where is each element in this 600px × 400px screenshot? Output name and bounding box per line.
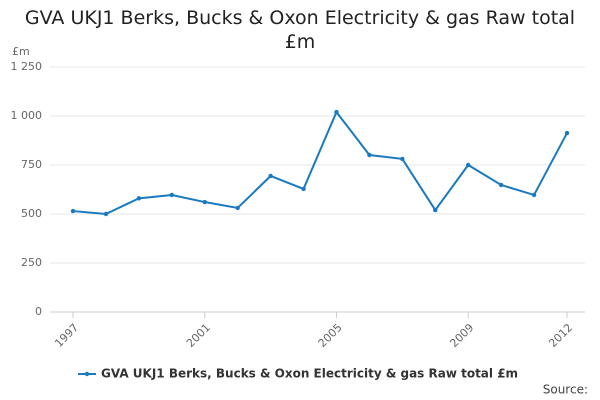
point [202,199,207,205]
point [103,211,109,217]
point [334,109,339,115]
x-tick-label: 2009 [447,321,476,350]
point [564,130,570,136]
y-tick-label: 1 250 [11,60,43,73]
legend-label: GVA UKJ1 Berks, Bucks & Oxon Electricity… [101,367,518,381]
point [367,152,372,158]
point [466,162,471,168]
chart-title: GVA UKJ1 Berks, Bucks & Oxon Electricity… [24,7,576,53]
line [72,110,568,216]
point [400,156,405,162]
x-tick-label: 2012 [546,321,575,350]
y-tick-label: 1 000 [11,109,43,122]
y-tick-label: 0 [35,305,42,318]
legend-marker [84,371,90,377]
y-axis-label: £m [12,45,30,58]
source: Source: [543,383,588,397]
point [136,196,142,201]
x-tick-label: 2005 [316,321,345,350]
y-tick-label: 500 [21,207,42,220]
point [301,186,306,192]
point [498,182,504,188]
x-tick-label: 2001 [184,321,213,350]
y-tick-label: 250 [21,256,42,269]
point [235,205,240,211]
point [531,192,537,198]
point [70,208,76,214]
point [268,173,273,179]
point [169,192,174,198]
y-tick-label: 750 [21,158,42,171]
point [433,207,438,213]
x-tick-label: 1997 [52,321,81,350]
